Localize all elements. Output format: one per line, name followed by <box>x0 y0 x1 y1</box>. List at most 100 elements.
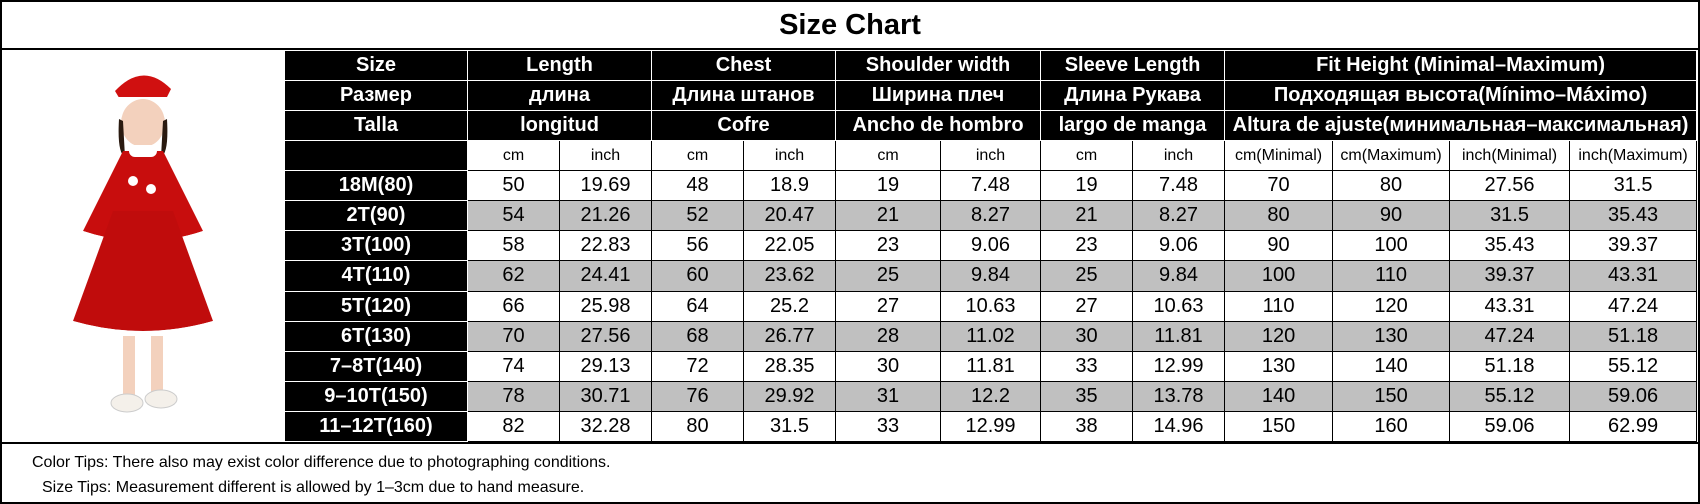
unit-cell: inch <box>940 140 1042 172</box>
value-cell: 80 <box>651 410 744 443</box>
title: Size Chart <box>2 2 1698 50</box>
value-cell: 47.24 <box>1569 290 1698 322</box>
value-cell: 120 <box>1332 290 1451 322</box>
value-cell: 66 <box>467 290 560 322</box>
value-cell: 32.28 <box>559 410 652 443</box>
size-cell: 11–12T(160) <box>284 410 468 443</box>
value-cell: 130 <box>1332 320 1451 352</box>
value-cell: 59.06 <box>1449 410 1571 443</box>
header-cell: Подходящая высота(Mínimo–Máximo) <box>1224 80 1698 112</box>
value-cell: 30 <box>835 350 942 382</box>
data-row: 18M(80) 50 19.69 48 18.9 19 7.48 19 7.48 70 80 27.5… <box>284 170 1698 202</box>
value-cell: 70 <box>467 320 560 352</box>
value-cell: 39.37 <box>1449 260 1571 292</box>
value-cell: 9.84 <box>1132 260 1226 292</box>
value-cell: 25.98 <box>559 290 652 322</box>
value-cell: 35.43 <box>1569 200 1698 232</box>
value-cell: 51.18 <box>1569 320 1698 352</box>
data-row: 7–8T(140) 74 29.13 72 28.35 30 11.81 33 12.99 130… <box>284 350 1698 382</box>
value-cell: 18.9 <box>742 170 837 202</box>
value-cell: 23 <box>1040 230 1134 262</box>
value-cell: 33 <box>1040 350 1134 382</box>
value-cell: 130 <box>1224 350 1334 382</box>
value-cell: 80 <box>1224 200 1334 232</box>
value-cell: 120 <box>1224 320 1334 352</box>
value-cell: 21 <box>1040 200 1134 232</box>
value-cell: 22.83 <box>559 230 652 262</box>
value-cell: 55.12 <box>1449 380 1571 412</box>
size-cell: 18M(80) <box>284 170 468 202</box>
value-cell: 59.06 <box>1569 380 1698 412</box>
value-cell: 82 <box>467 410 560 443</box>
unit-cell: inch(Maximum) <box>1569 140 1698 172</box>
size-table: Size Length Chest Shoulder width Sleeve Leng… <box>284 49 1698 443</box>
unit-cell: cm <box>1040 140 1134 172</box>
value-cell: 62.99 <box>1569 410 1698 443</box>
value-cell: 28 <box>835 320 942 352</box>
data-row: 9–10T(150) 78 30.71 76 29.92 31 12.2 35 13.78 140… <box>284 380 1698 412</box>
value-cell: 25 <box>1040 260 1134 292</box>
data-row: 6T(130) 70 27.56 68 26.77 28 11.02 30 11.81 120 13… <box>284 320 1698 352</box>
value-cell: 60 <box>651 260 744 292</box>
value-cell: 7.48 <box>940 170 1042 202</box>
header-row: Talla longitud Cofre Ancho de hombro largo d… <box>284 110 1698 142</box>
value-cell: 35 <box>1040 380 1134 412</box>
unit-cell: cm(Maximum) <box>1332 140 1451 172</box>
value-cell: 78 <box>467 380 560 412</box>
header-cell: Ширина плеч <box>835 80 1042 112</box>
value-cell: 68 <box>651 320 744 352</box>
value-cell: 80 <box>1332 170 1451 202</box>
value-cell: 11.02 <box>940 320 1042 352</box>
value-cell: 11.81 <box>1132 320 1226 352</box>
unit-cell: cm <box>651 140 744 172</box>
value-cell: 51.18 <box>1449 350 1571 382</box>
header-cell: Chest <box>650 49 837 82</box>
data-row: 5T(120) 66 25.98 64 25.2 27 10.63 27 10.63 110 120… <box>284 290 1698 322</box>
value-cell: 100 <box>1224 260 1334 292</box>
value-cell: 22.05 <box>742 230 837 262</box>
value-cell: 30 <box>1040 320 1134 352</box>
value-cell: 55.12 <box>1569 350 1698 382</box>
value-cell: 12.2 <box>940 380 1042 412</box>
unit-cell: inch <box>742 140 837 172</box>
value-cell: 90 <box>1332 200 1451 232</box>
value-cell: 26.77 <box>742 320 837 352</box>
value-cell: 64 <box>651 290 744 322</box>
value-cell: 43.31 <box>1449 290 1571 322</box>
header-cell: Длина Рукава <box>1040 80 1226 112</box>
value-cell: 23.62 <box>742 260 837 292</box>
value-cell: 30.71 <box>559 380 652 412</box>
value-cell: 25 <box>835 260 942 292</box>
value-cell: 31 <box>835 380 942 412</box>
value-cell: 8.27 <box>940 200 1042 232</box>
data-row: 4T(110) 62 24.41 60 23.62 25 9.84 25 9.84 100 110 3… <box>284 260 1698 292</box>
product-photo <box>2 50 284 442</box>
value-cell: 14.96 <box>1132 410 1226 443</box>
unit-cell: cm <box>467 140 560 172</box>
value-cell: 70 <box>1224 170 1334 202</box>
value-cell: 31.5 <box>742 410 837 443</box>
header-cell: largo de manga <box>1040 110 1226 142</box>
header-cell: Ancho de hombro <box>835 110 1042 142</box>
value-cell: 150 <box>1332 380 1451 412</box>
value-cell: 11.81 <box>940 350 1042 382</box>
header-cell: Cofre <box>650 110 837 142</box>
value-cell: 19 <box>1040 170 1134 202</box>
size-cell: 4T(110) <box>284 260 468 292</box>
value-cell: 9.06 <box>1132 230 1226 262</box>
note: Size Tips: Measurement different is allo… <box>42 479 585 496</box>
value-cell: 33 <box>835 410 942 443</box>
header-cell: Sleeve Length <box>1040 49 1226 82</box>
value-cell: 19 <box>835 170 942 202</box>
header-cell: Talla <box>284 110 468 142</box>
value-cell: 38 <box>1040 410 1134 443</box>
value-cell: 58 <box>467 230 560 262</box>
value-cell: 7.48 <box>1132 170 1226 202</box>
value-cell: 29.13 <box>559 350 652 382</box>
units-row: cm inch cm inch cm inch cm inch cm(Minimal) cm(Ma… <box>284 140 1698 172</box>
value-cell: 100 <box>1332 230 1451 262</box>
unit-cell: inch <box>1132 140 1226 172</box>
value-cell: 13.78 <box>1132 380 1226 412</box>
header-cell: Altura de ajuste(минимальная–максимальна… <box>1224 110 1698 142</box>
